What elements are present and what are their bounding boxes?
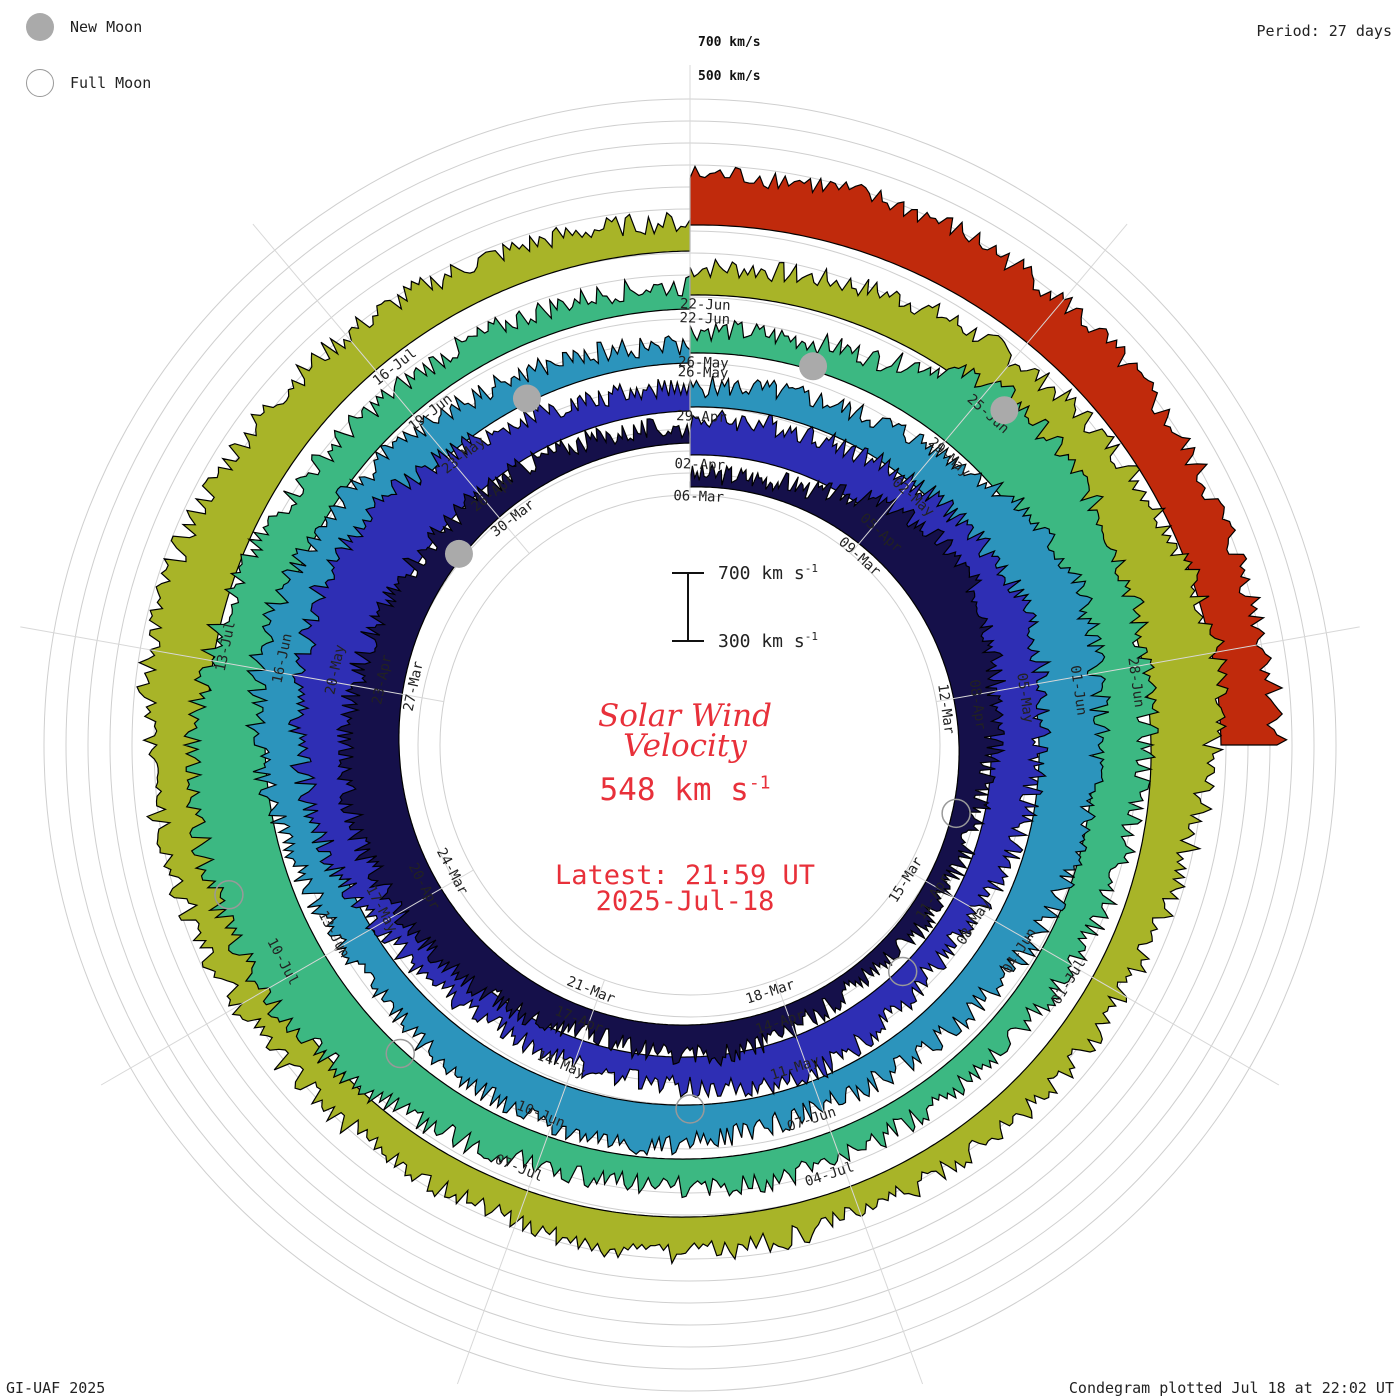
outer-speed-label-500: 500 km/s [698, 69, 761, 84]
date-label: 05-May [1013, 672, 1036, 724]
current-speed: 548 km s-1 [599, 772, 771, 808]
outer-speed-label-700: 700 km/s [698, 35, 761, 50]
full-moon-marker [214, 880, 244, 910]
new-moon-marker [444, 539, 473, 568]
date-label: 12-Mar [934, 683, 957, 735]
new-moon-marker [512, 384, 541, 413]
rotation-ring-6 [689, 164, 1288, 746]
latest-time: Latest: 21:59 UT [554, 860, 816, 891]
spokes-layer [20, 65, 1360, 1385]
date-label: 26-May [677, 364, 728, 382]
legend-new-moon: New Moon [26, 13, 142, 41]
footer-credit: GI-UAF 2025 [6, 1379, 106, 1397]
new-moon-marker [799, 352, 828, 381]
date-label: 28-Jun [1124, 656, 1147, 708]
date-label: 29-Apr [676, 408, 727, 426]
full-moon-marker [887, 956, 918, 987]
footer-plot-time: Condegram plotted Jul 18 at 22:02 UT [1068, 1379, 1394, 1397]
spoke-line [936, 626, 1360, 703]
full-moon-marker [941, 798, 971, 829]
moon-markers-layer [214, 352, 1019, 1124]
rings-layer [43, 98, 1337, 1392]
spoke-line [775, 979, 924, 1385]
date-label: 26-May [678, 354, 729, 372]
chart-title-line1: Solar Wind [597, 698, 772, 734]
legend-full-moon: Full Moon [26, 69, 151, 97]
date-label: 02-Apr [674, 456, 725, 474]
spoke-line [100, 869, 474, 1086]
full-moon-icon [26, 69, 54, 97]
date-label: 01-Jun [1067, 664, 1090, 716]
date-label: 06-Mar [673, 488, 724, 506]
date-label: 08-Apr [966, 678, 989, 730]
spoke-line [456, 979, 605, 1385]
chart-title-line2: Velocity [623, 728, 747, 764]
scale-bottom-label: 300 km s-1 [718, 630, 818, 652]
legend-new-moon-label: New Moon [70, 18, 143, 36]
spoke-line [850, 223, 1128, 554]
full-moon-marker [675, 1094, 705, 1124]
full-moon-marker [385, 1038, 415, 1069]
spoke-line [906, 869, 1280, 1086]
date-label: 22-Jun [680, 296, 731, 314]
scale-top-label: 700 km s-1 [718, 562, 818, 584]
spoke-line [252, 223, 530, 554]
new-moon-icon [26, 13, 54, 41]
date-label: 22-Jun [679, 310, 730, 328]
period-label: Period: 27 days [1256, 22, 1392, 40]
legend-full-moon-label: Full Moon [70, 74, 152, 92]
new-moon-marker [990, 396, 1019, 425]
latest-date: 2025-Jul-18 [595, 886, 775, 917]
spoke-line [20, 626, 444, 703]
scale-bar [672, 572, 704, 642]
